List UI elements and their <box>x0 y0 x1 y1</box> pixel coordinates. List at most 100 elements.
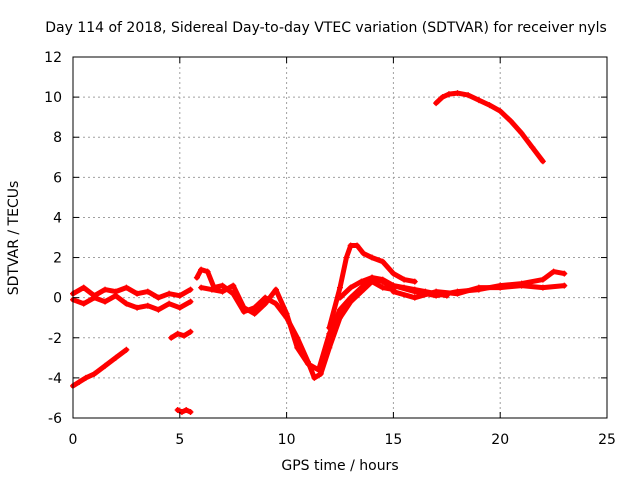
data-point <box>358 284 365 291</box>
data-point <box>166 290 173 297</box>
y-tick-label: 2 <box>53 251 62 267</box>
data-point <box>144 302 151 309</box>
data-point <box>198 284 205 291</box>
data-point <box>76 378 83 385</box>
data-point <box>529 144 536 151</box>
data-point <box>347 242 354 249</box>
data-point <box>251 304 258 311</box>
y-tick-label: -4 <box>48 371 62 387</box>
data-point <box>193 274 200 281</box>
data-point <box>272 300 279 307</box>
data-point <box>507 118 514 125</box>
y-tick-label: 8 <box>53 130 62 146</box>
data-point <box>134 304 141 311</box>
y-tick-label: -6 <box>48 411 62 427</box>
x-tick-label: 10 <box>278 432 296 448</box>
data-point <box>411 294 418 301</box>
data-point <box>294 344 301 351</box>
x-tick-label: 0 <box>69 432 78 448</box>
x-tick-label: 15 <box>384 432 402 448</box>
data-point <box>144 288 151 295</box>
data-point <box>112 292 119 299</box>
data-point <box>102 298 109 305</box>
y-tick-label: 10 <box>44 90 62 106</box>
data-point <box>187 298 194 305</box>
data-point <box>539 284 546 291</box>
series-arc-2 <box>70 292 194 313</box>
data-point <box>445 91 452 98</box>
data-point <box>174 330 181 337</box>
data-point <box>181 332 188 339</box>
data-point <box>91 370 98 377</box>
data-point <box>204 268 211 275</box>
data-point <box>379 276 386 283</box>
data-point <box>454 290 461 297</box>
data-point <box>208 286 215 293</box>
data-layer <box>70 90 568 415</box>
data-point <box>123 284 130 291</box>
data-point <box>219 288 226 295</box>
data-point <box>343 254 350 261</box>
data-point <box>379 284 386 291</box>
series-trace <box>168 329 193 341</box>
data-point <box>497 108 504 115</box>
data-point <box>354 242 361 249</box>
x-tick-label: 5 <box>175 432 184 448</box>
data-point <box>187 328 194 335</box>
data-point <box>390 288 397 295</box>
data-point <box>311 374 318 381</box>
data-point <box>401 276 408 283</box>
data-point <box>550 268 557 275</box>
data-point <box>283 310 290 317</box>
series-arc-5 <box>174 406 194 415</box>
data-point <box>80 300 87 307</box>
data-point <box>486 102 493 109</box>
data-point <box>561 270 568 277</box>
data-point <box>561 282 568 289</box>
data-point <box>360 250 367 257</box>
data-point <box>168 334 175 341</box>
data-point <box>390 282 397 289</box>
data-point <box>176 292 183 299</box>
data-point <box>358 278 365 285</box>
data-point <box>518 282 525 289</box>
data-point <box>176 304 183 311</box>
data-point <box>411 278 418 285</box>
data-point <box>155 306 162 313</box>
data-point <box>240 304 247 311</box>
y-tick-label: 4 <box>53 210 62 226</box>
y-axis-label: SDTVAR / TECUs <box>6 181 22 296</box>
series-arc-11 <box>390 282 568 301</box>
series-arc-12 <box>433 90 546 165</box>
data-point <box>465 92 472 99</box>
data-point <box>198 266 205 273</box>
data-point <box>123 300 130 307</box>
series-arc-7 <box>198 274 397 373</box>
data-point <box>187 286 194 293</box>
series-arc-3 <box>70 346 130 389</box>
data-point <box>337 294 343 301</box>
data-point <box>272 286 279 293</box>
data-point <box>539 276 546 283</box>
series-arc-8 <box>326 242 418 331</box>
y-tick-label: -2 <box>48 331 62 347</box>
series-trace <box>175 407 193 415</box>
data-point <box>539 158 546 165</box>
data-point <box>80 284 87 291</box>
data-point <box>454 90 461 97</box>
data-point <box>183 406 190 413</box>
data-point <box>369 254 376 261</box>
y-tick-label: 6 <box>53 170 62 186</box>
data-point <box>439 94 446 101</box>
data-point <box>178 408 185 415</box>
series-arc-4 <box>168 328 194 341</box>
data-point <box>102 286 109 293</box>
x-tick-label: 20 <box>491 432 509 448</box>
data-point <box>390 270 397 277</box>
data-point <box>219 282 226 289</box>
data-point <box>230 282 237 289</box>
data-point <box>315 366 322 373</box>
data-point <box>497 284 504 291</box>
